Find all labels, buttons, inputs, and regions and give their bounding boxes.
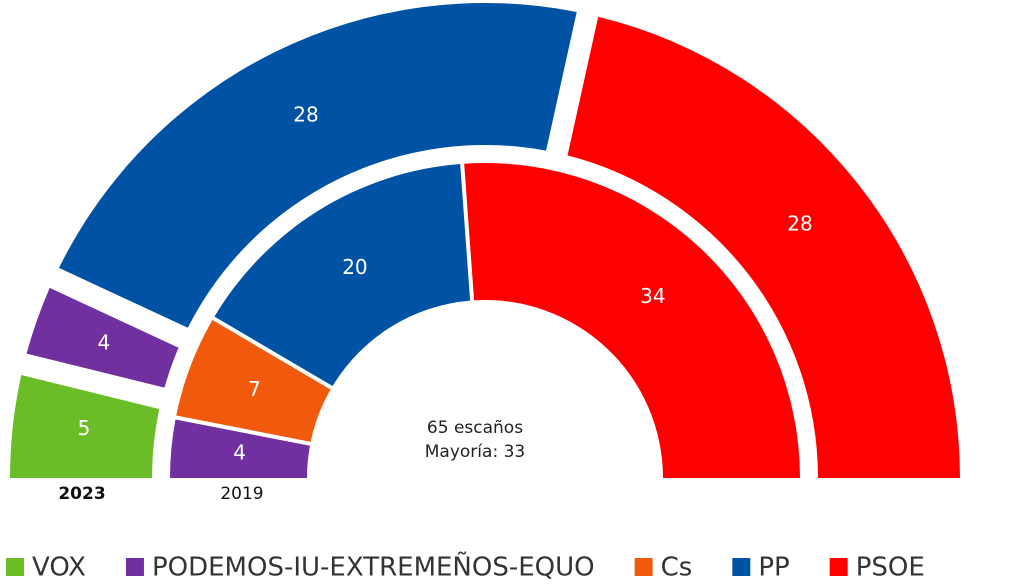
legend-swatch [125,558,144,576]
legend-label: VOX [32,553,86,583]
legend-swatch [829,558,848,576]
ring-label: 2019 [220,484,263,504]
seat-segment [567,16,960,478]
center-seats: 65 escaños [427,418,523,438]
ring-label: 2023 [58,484,105,504]
segment-label: 28 [293,102,318,126]
segment-label: 20 [342,255,367,279]
legend-swatch [6,558,24,576]
segment-label: 4 [233,441,246,465]
legend-swatch [634,558,653,576]
segment-label: 4 [98,330,111,354]
legend-label: PSOE [856,553,925,583]
segment-label: 28 [787,212,812,236]
seat-segment [464,162,800,478]
segment-label: 7 [248,377,261,401]
legend-label: PODEMOS-IU-EXTREMEÑOS-EQUO [152,551,595,583]
center-majority: Mayoría: 33 [425,442,525,462]
seat-segment [214,163,471,387]
seat-segment [176,320,331,442]
segment-label: 34 [640,284,665,308]
seat-segment [10,375,160,478]
legend-swatch [732,558,751,576]
seat-segment [26,287,179,388]
legend-label: PP [758,553,789,583]
segment-label: 5 [78,416,91,440]
legend-label: Cs [661,553,693,583]
seat-segment [170,419,310,478]
seat-segment [58,3,577,328]
